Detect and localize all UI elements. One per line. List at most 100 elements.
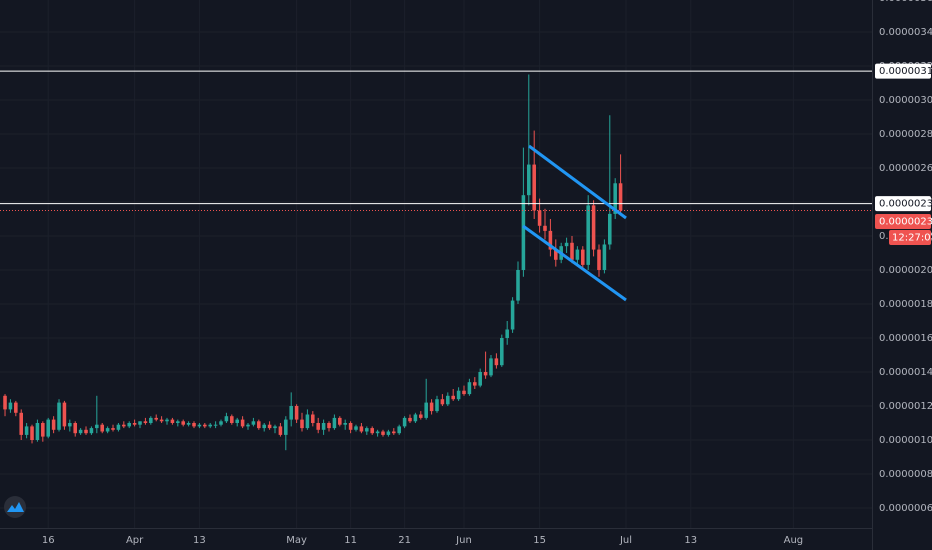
candle-body [413, 414, 418, 422]
countdown-box [889, 230, 931, 245]
candle-body [100, 424, 104, 432]
candle-body [343, 422, 347, 425]
y-tick-label: 0.00000360 [879, 0, 932, 4]
x-tick-label: 16 [42, 535, 55, 546]
logo-icon [7, 502, 24, 512]
candle-body [186, 422, 191, 425]
candle-body [300, 419, 304, 429]
candle-body [159, 419, 164, 422]
candle-body [348, 422, 353, 430]
x-tick-label: 15 [533, 535, 546, 546]
candle-body [143, 421, 148, 423]
candle-body [591, 205, 596, 250]
candle-body [392, 431, 396, 434]
candle-body [473, 382, 477, 386]
candle-body [170, 419, 175, 423]
candle-body [95, 424, 99, 429]
candle-body [451, 395, 455, 400]
candle-body [203, 424, 207, 427]
candle-body [316, 422, 320, 430]
candle-body [494, 358, 499, 366]
candle-body [354, 426, 358, 430]
candle-body [424, 402, 428, 418]
candle-body [440, 399, 445, 405]
candle-body [165, 419, 169, 422]
candle-body [8, 402, 13, 410]
candle-body [419, 414, 423, 418]
candle-body [35, 422, 40, 440]
candle-body [500, 337, 504, 366]
candle-body [289, 405, 293, 420]
candle-body [570, 242, 574, 260]
x-tick-label: 11 [344, 535, 357, 546]
candle-body [105, 428, 110, 432]
candle-body [581, 249, 585, 265]
price-label: 0.00000317 [879, 66, 932, 77]
price-label: 0.00000239 [879, 199, 932, 210]
candle-body [516, 269, 520, 301]
candle-body [294, 405, 299, 420]
candle-body [548, 230, 553, 250]
candle-body [575, 249, 580, 260]
candle-body [246, 424, 250, 427]
candle-body [73, 422, 77, 434]
candle-body [386, 431, 391, 435]
candle-body [132, 422, 137, 425]
candle-body [521, 195, 526, 270]
candle-body [219, 421, 223, 425]
candle-body [305, 414, 310, 429]
candle-body [311, 414, 315, 423]
candle-body [208, 424, 212, 427]
candle-body [262, 424, 266, 429]
x-tick-label: 21 [398, 535, 411, 546]
candle-body [613, 183, 617, 214]
candle-body [338, 417, 342, 425]
candle-body [510, 300, 515, 330]
candle-body [602, 244, 607, 270]
candle-body [505, 329, 509, 338]
x-tick-label: 13 [684, 535, 697, 546]
candle-body [235, 419, 239, 423]
candle-body [111, 428, 115, 430]
candle-body [251, 421, 256, 425]
candle-body [19, 412, 24, 435]
candle-body [278, 426, 283, 435]
candle-body [532, 164, 536, 211]
current-price-label: 0.00000235 [879, 217, 932, 228]
candle-body [116, 424, 121, 430]
trend-line [522, 224, 627, 302]
candle-body [586, 205, 590, 265]
candle-body [230, 416, 234, 423]
candle-body [402, 417, 407, 427]
candle-body [527, 164, 531, 196]
candle-body [408, 417, 412, 422]
candle-body [46, 419, 51, 437]
candle-body [537, 210, 542, 226]
candle-body [257, 421, 261, 429]
x-tick-label: 13 [193, 535, 206, 546]
candle-body [127, 422, 131, 427]
candle-body [14, 402, 18, 413]
logo[interactable] [4, 496, 26, 518]
countdown-label: 12:27:03 [892, 233, 932, 244]
candle-body [284, 419, 288, 435]
candle-body [370, 428, 374, 434]
candle-body [597, 249, 601, 270]
candles [3, 74, 623, 451]
candle-body [192, 422, 196, 427]
candle-body [240, 419, 245, 427]
candle-body [224, 416, 229, 422]
x-tick-label: Jun [455, 535, 472, 546]
logo-bg [4, 496, 26, 518]
candle-body [429, 402, 434, 412]
candle-body [68, 422, 72, 427]
y-tick-label: 0.00000340 [879, 27, 932, 38]
